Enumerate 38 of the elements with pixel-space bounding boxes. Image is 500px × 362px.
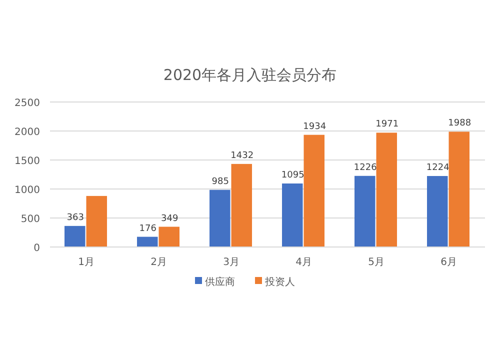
y-tick-label: 2500	[14, 98, 40, 109]
y-tick-label: 1000	[14, 185, 40, 196]
x-tick-label: 3月	[223, 257, 240, 268]
bar	[427, 176, 448, 247]
x-tick-label: 5月	[368, 257, 384, 268]
data-label: 1934	[303, 122, 326, 132]
x-tick-label: 1月	[78, 257, 94, 268]
data-label: 985	[212, 176, 229, 187]
y-tick-label: 0	[34, 243, 40, 254]
legend-label: 投资人	[264, 276, 295, 288]
data-label: 349	[161, 214, 178, 224]
bar	[210, 190, 230, 247]
data-label: 1226	[354, 162, 378, 173]
bar	[448, 132, 470, 247]
bar	[158, 226, 180, 247]
bar	[86, 196, 107, 247]
bar	[231, 164, 252, 247]
data-label: 1988	[448, 118, 472, 129]
bar	[282, 183, 303, 247]
bar	[304, 134, 324, 247]
x-tick-label: 6月	[440, 257, 457, 268]
y-tick-label: 2000	[14, 127, 40, 138]
data-label: 1971	[376, 120, 399, 130]
y-tick-label: 1500	[14, 156, 40, 167]
bar	[137, 236, 158, 247]
data-label: 1224	[426, 163, 450, 174]
chart-title: 2020年各月入驻会员分布	[163, 66, 337, 84]
legend-label: 供应商	[205, 276, 235, 288]
y-tick-label: 500	[20, 214, 40, 225]
bar	[354, 176, 376, 247]
x-tick-label: 4月	[296, 257, 312, 268]
data-label: 176	[139, 224, 157, 234]
data-label: 1095	[281, 170, 304, 180]
data-label: 1432	[230, 150, 254, 161]
bar	[376, 132, 397, 247]
x-tick-label: 2月	[150, 257, 167, 268]
data-label: 363	[66, 212, 84, 223]
bar	[64, 226, 86, 247]
